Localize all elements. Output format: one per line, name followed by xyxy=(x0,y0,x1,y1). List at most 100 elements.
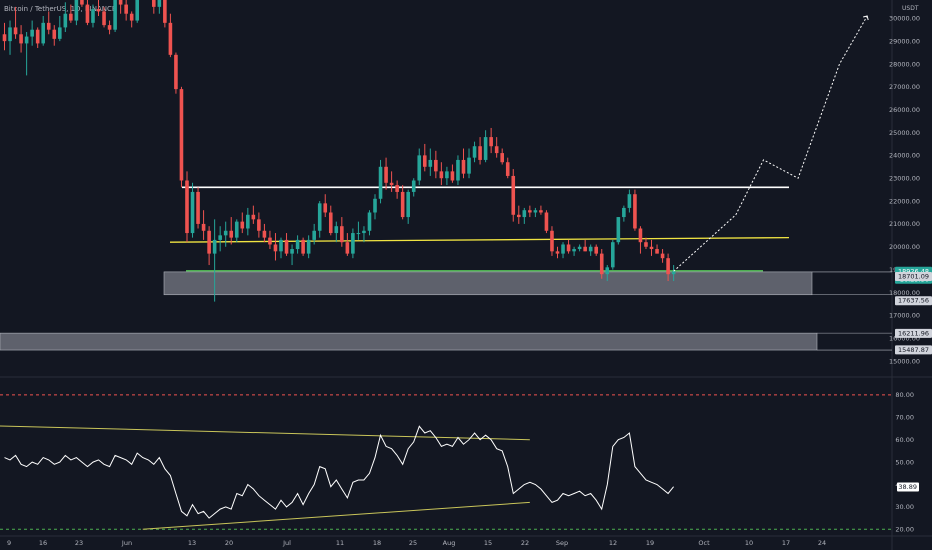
candle-body xyxy=(561,244,565,254)
time-tick-label: Jul xyxy=(282,539,291,547)
time-tick-label: Aug xyxy=(443,539,456,547)
candle-body xyxy=(356,233,361,235)
time-tick-label: 20 xyxy=(225,539,233,547)
candle-body xyxy=(179,89,184,181)
candle-body xyxy=(168,22,173,55)
candle-body xyxy=(74,0,79,21)
candle-body xyxy=(522,210,527,218)
projection-line xyxy=(673,15,868,272)
candle-body xyxy=(290,249,294,254)
candle-body xyxy=(284,239,289,254)
rsi-value-badge-bg xyxy=(897,482,919,492)
candle-body xyxy=(445,171,449,179)
candle-body xyxy=(362,230,366,234)
price-axis[interactable]: 30000.00 29000.00 28000.00 27000.00 26000.00… xyxy=(889,15,920,366)
candle-body xyxy=(411,180,416,192)
price-tick-label: 26000.00 xyxy=(889,106,920,114)
candle-body xyxy=(599,253,604,275)
price-tick-label: 25000.00 xyxy=(889,129,920,137)
time-axis[interactable]: 9 16 23 Jun 13 20 Jul 11 18 25 Aug 15 22 Sep 12 19 Oct 10… xyxy=(7,539,826,547)
candle-body xyxy=(273,244,278,252)
candle-body xyxy=(91,9,95,23)
candle-body xyxy=(467,157,471,174)
time-tick-label: 9 xyxy=(7,539,11,547)
candle-body xyxy=(389,182,394,186)
candle-body xyxy=(174,54,178,90)
level-badge-bg xyxy=(895,271,932,281)
candle-body xyxy=(494,146,499,154)
time-tick-label: 11 xyxy=(336,539,344,547)
candle-body xyxy=(58,27,62,39)
rsi-tick-label: 80.00 xyxy=(895,391,914,399)
candle-body xyxy=(456,159,460,181)
candle-body xyxy=(85,4,90,23)
rsi-tick-label: 30.00 xyxy=(895,503,914,511)
projection-path[interactable] xyxy=(673,15,869,272)
candle-body xyxy=(400,191,405,218)
price-tick-label: 30000.00 xyxy=(889,15,920,23)
candle-body xyxy=(340,226,344,243)
candle-body xyxy=(660,253,665,259)
candle-body xyxy=(594,246,599,254)
candle-body xyxy=(279,239,283,252)
candle-body xyxy=(572,249,576,252)
candle-body xyxy=(611,242,615,268)
candle-body xyxy=(251,214,256,220)
price-tick-label: 28000.00 xyxy=(889,60,920,68)
candle-body xyxy=(207,230,211,254)
candle-body xyxy=(588,246,593,252)
level-badge-bg xyxy=(895,328,932,338)
time-tick-label: 22 xyxy=(521,539,529,547)
candle-body xyxy=(655,249,659,254)
candle-body xyxy=(505,162,510,176)
candle-body xyxy=(262,230,267,238)
level-badge-bg xyxy=(895,296,932,306)
candle-body xyxy=(19,34,23,44)
candle-body xyxy=(312,230,316,240)
candle-body xyxy=(544,212,549,231)
candle-body xyxy=(102,11,106,26)
time-tick-label: 25 xyxy=(409,539,417,547)
price-tick-label: 21000.00 xyxy=(889,220,920,228)
level-badge: 15487.87 xyxy=(898,346,929,354)
candle-body xyxy=(152,0,156,7)
time-tick-label: 17 xyxy=(782,539,790,547)
candle-body xyxy=(306,239,311,254)
candle-body xyxy=(384,166,388,183)
candle-body xyxy=(373,198,377,213)
time-tick-label: 18 xyxy=(373,539,381,547)
horizontal-levels[interactable] xyxy=(169,186,790,272)
price-zones[interactable] xyxy=(0,271,892,351)
candle-body xyxy=(616,217,621,243)
time-tick-label: 16 xyxy=(39,539,47,547)
time-tick-label: Sep xyxy=(556,539,568,547)
mid-trend-line xyxy=(169,236,790,243)
candle-body xyxy=(234,221,239,238)
candle-body xyxy=(80,0,84,5)
price-tick-label: 24000.00 xyxy=(889,152,920,160)
candle-body xyxy=(605,267,610,275)
price-tick-label: 15000.00 xyxy=(889,357,920,365)
rsi-line xyxy=(4,425,674,519)
price-tick-label: 20000.00 xyxy=(889,243,920,251)
candle-body xyxy=(317,203,322,231)
candle-body xyxy=(218,235,222,240)
candle-body xyxy=(566,244,571,252)
candle-body xyxy=(483,137,488,160)
candle-body xyxy=(196,191,200,224)
candle-body xyxy=(323,203,328,213)
candle-body xyxy=(223,230,228,236)
level-badge: 16211.96 xyxy=(898,329,929,337)
time-tick-label: 19 xyxy=(646,539,654,547)
candle-body xyxy=(550,230,554,252)
candlestick-series xyxy=(2,0,676,302)
candle-body xyxy=(644,242,648,247)
candle-body xyxy=(627,194,632,208)
candle-body xyxy=(69,13,73,21)
level-badge: 18701.09 xyxy=(898,272,929,280)
candle-body xyxy=(201,223,206,231)
candle-body xyxy=(500,153,504,163)
candle-body xyxy=(555,251,560,254)
